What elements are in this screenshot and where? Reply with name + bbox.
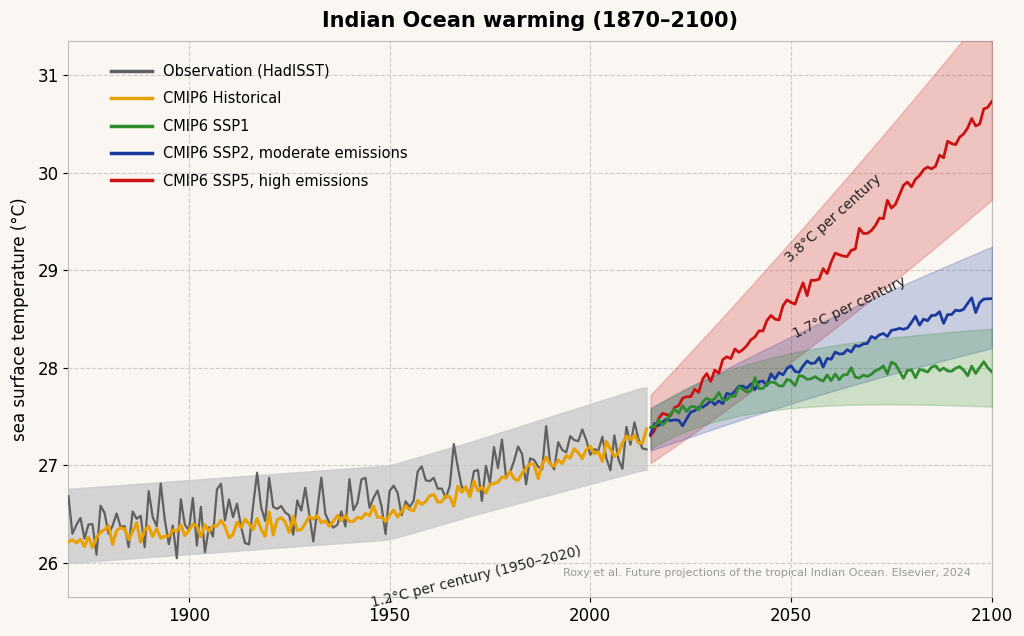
Text: 3.8°C per century: 3.8°C per century [783, 172, 885, 265]
Legend: Observation (HadISST), CMIP6 Historical, CMIP6 SSP1, CMIP6 SSP2, moderate emissi: Observation (HadISST), CMIP6 Historical,… [103, 57, 415, 196]
Text: Roxy et al. Future projections of the tropical Indian Ocean. Elsevier, 2024: Roxy et al. Future projections of the tr… [562, 568, 971, 577]
Title: Indian Ocean warming (1870–2100): Indian Ocean warming (1870–2100) [323, 11, 738, 31]
Y-axis label: sea surface temperature (°C): sea surface temperature (°C) [11, 197, 29, 441]
Text: 1.7°C per century: 1.7°C per century [791, 273, 908, 340]
Text: 1.2°C per century (1950–2020): 1.2°C per century (1950–2020) [370, 544, 583, 611]
